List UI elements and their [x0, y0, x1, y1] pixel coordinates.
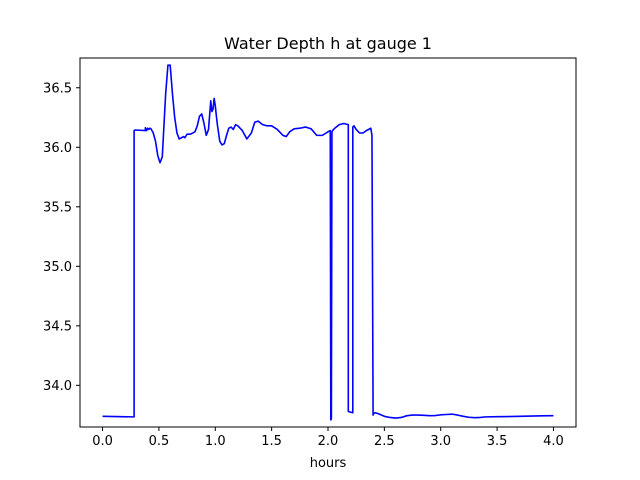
x-tick-label: 2.5 [374, 434, 395, 449]
plot-area [102, 64, 554, 421]
y-tick-label: 35.0 [43, 260, 72, 275]
y-tick-label: 36.5 [43, 81, 72, 96]
x-tick-label: 0.0 [92, 434, 113, 449]
x-tick-label: 0.5 [149, 434, 170, 449]
x-axis: 0.0 0.5 1.0 1.5 2.0 2.5 3.0 3.5 4.0 [92, 427, 564, 449]
y-tick-label: 34.0 [43, 379, 72, 394]
x-tick-label: 1.5 [261, 434, 282, 449]
y-tick-label: 34.5 [43, 319, 72, 334]
x-tick-label: 4.0 [543, 434, 564, 449]
y-tick-label: 36.0 [43, 141, 72, 156]
series-line-0 [102, 64, 554, 421]
y-axis: 34.0 34.5 35.0 35.5 36.0 36.5 [43, 81, 80, 394]
x-axis-label: hours [310, 456, 347, 471]
x-tick-label: 3.0 [430, 434, 451, 449]
y-tick-label: 35.5 [43, 200, 72, 215]
chart-title: Water Depth h at gauge 1 [224, 34, 432, 53]
x-tick-label: 3.5 [487, 434, 508, 449]
x-tick-label: 2.0 [318, 434, 339, 449]
x-tick-label: 1.0 [205, 434, 226, 449]
